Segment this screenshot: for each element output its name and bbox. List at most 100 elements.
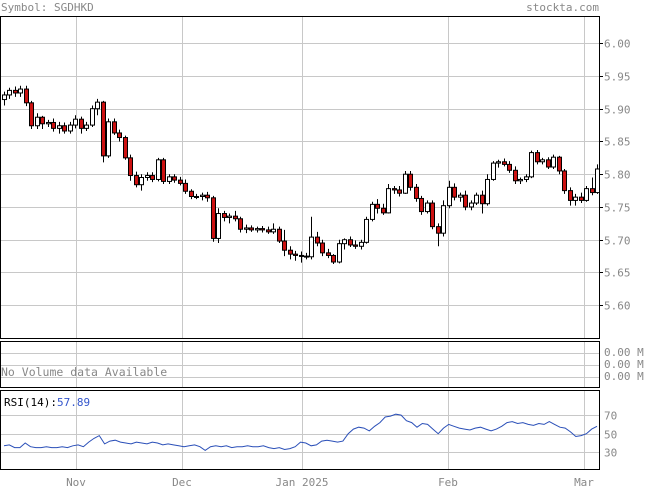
x-tick-label: Feb: [438, 476, 458, 486]
candle-body-down: [211, 197, 216, 239]
candle: [331, 254, 336, 264]
candle-body-down: [238, 218, 243, 230]
candle-body-down: [436, 226, 441, 234]
rsi-grid: [1, 391, 599, 469]
candle: [7, 87, 12, 99]
candle-body-down: [546, 159, 551, 168]
candle: [337, 239, 342, 264]
candle-body-down: [507, 163, 512, 171]
candle: [408, 170, 413, 191]
candle: [359, 239, 364, 250]
candle: [288, 246, 293, 260]
candle-body-up: [244, 227, 249, 230]
candle: [200, 192, 205, 201]
candle: [112, 118, 117, 135]
candle-body-down: [293, 253, 298, 256]
candle: [90, 105, 95, 128]
candle: [568, 187, 573, 206]
candle-body-down: [315, 236, 320, 244]
candle-body-up: [425, 202, 430, 213]
candle: [205, 191, 210, 202]
candle-body-down: [353, 244, 358, 247]
candle: [244, 224, 249, 234]
candle-body-up: [68, 124, 73, 132]
x-tick-label: Dec: [172, 476, 192, 486]
volume-grid: [1, 342, 599, 387]
candle-body-down: [24, 88, 29, 104]
candle: [524, 174, 529, 183]
candle-body-down: [452, 186, 457, 198]
candle: [68, 121, 73, 134]
candle: [502, 158, 507, 167]
price-panel: [0, 16, 600, 339]
candle: [386, 184, 391, 214]
candle: [13, 86, 18, 97]
candle-body-up: [271, 228, 276, 233]
candle-body-down: [260, 228, 265, 231]
candle: [430, 200, 435, 230]
candle-body-up: [337, 243, 342, 263]
candle: [540, 157, 545, 165]
candle: [447, 180, 452, 209]
candle: [227, 213, 232, 224]
y-tick-label: 5.95: [604, 71, 631, 84]
y-tick-label: 5.70: [604, 235, 631, 248]
candle-body-down: [299, 254, 304, 257]
candle: [474, 192, 479, 206]
candle: [348, 236, 353, 247]
candle-body-down: [249, 227, 254, 231]
candle-body-down: [29, 102, 34, 127]
candle: [529, 150, 534, 179]
candle-body-up: [46, 121, 51, 125]
candle-body-down: [189, 190, 194, 197]
candle-body-up: [309, 236, 314, 258]
candle: [425, 200, 430, 214]
candle-body-down: [535, 152, 540, 163]
y-tick-label: 5.65: [604, 267, 631, 280]
candle: [485, 174, 490, 206]
candle: [271, 223, 276, 234]
candle-body-up: [255, 228, 260, 231]
candle: [260, 225, 265, 233]
candle-body-down: [408, 173, 413, 188]
candle: [326, 248, 331, 259]
candle-body-down: [51, 121, 56, 129]
candle: [178, 176, 183, 186]
candle-body-up: [491, 162, 496, 180]
candle: [79, 116, 84, 134]
volume-tick-label: 0.00 M: [604, 358, 644, 371]
x-tick-label: Mar: [574, 476, 594, 486]
candle-body-down: [161, 159, 166, 182]
candle-body-down: [128, 157, 133, 177]
candle-body-up: [573, 196, 578, 201]
candle-body-up: [540, 159, 545, 163]
candle: [299, 251, 304, 263]
candle-body-down: [172, 176, 177, 181]
candle-body-down: [134, 175, 139, 186]
candle-body-down: [150, 175, 155, 180]
rsi-tick-label: 70: [604, 410, 617, 423]
candle-body-down: [233, 215, 238, 220]
candle: [211, 195, 216, 242]
candle-body-up: [359, 241, 364, 247]
candle-body-up: [35, 116, 40, 127]
candle-body-down: [13, 89, 18, 94]
candle: [84, 121, 89, 131]
candle-body-down: [101, 101, 106, 157]
candle-body-up: [139, 177, 144, 186]
candle-body-up: [469, 202, 474, 208]
candle: [35, 113, 40, 130]
candle: [106, 118, 111, 158]
candle-body-up: [529, 152, 534, 178]
rsi-tick-label: 30: [604, 447, 617, 460]
candle: [293, 250, 298, 261]
candle-body-up: [156, 159, 161, 180]
candle-body-up: [200, 194, 205, 197]
candle-body-up: [194, 195, 199, 198]
candle: [134, 171, 139, 188]
candle: [95, 98, 100, 116]
price-axis: 6.00 5.95 5.90 5.85 5.80 5.75 5.70 5.65 5.60: [599, 38, 631, 313]
rsi-value: 57.89: [57, 396, 90, 409]
candle-body-down: [40, 116, 45, 125]
